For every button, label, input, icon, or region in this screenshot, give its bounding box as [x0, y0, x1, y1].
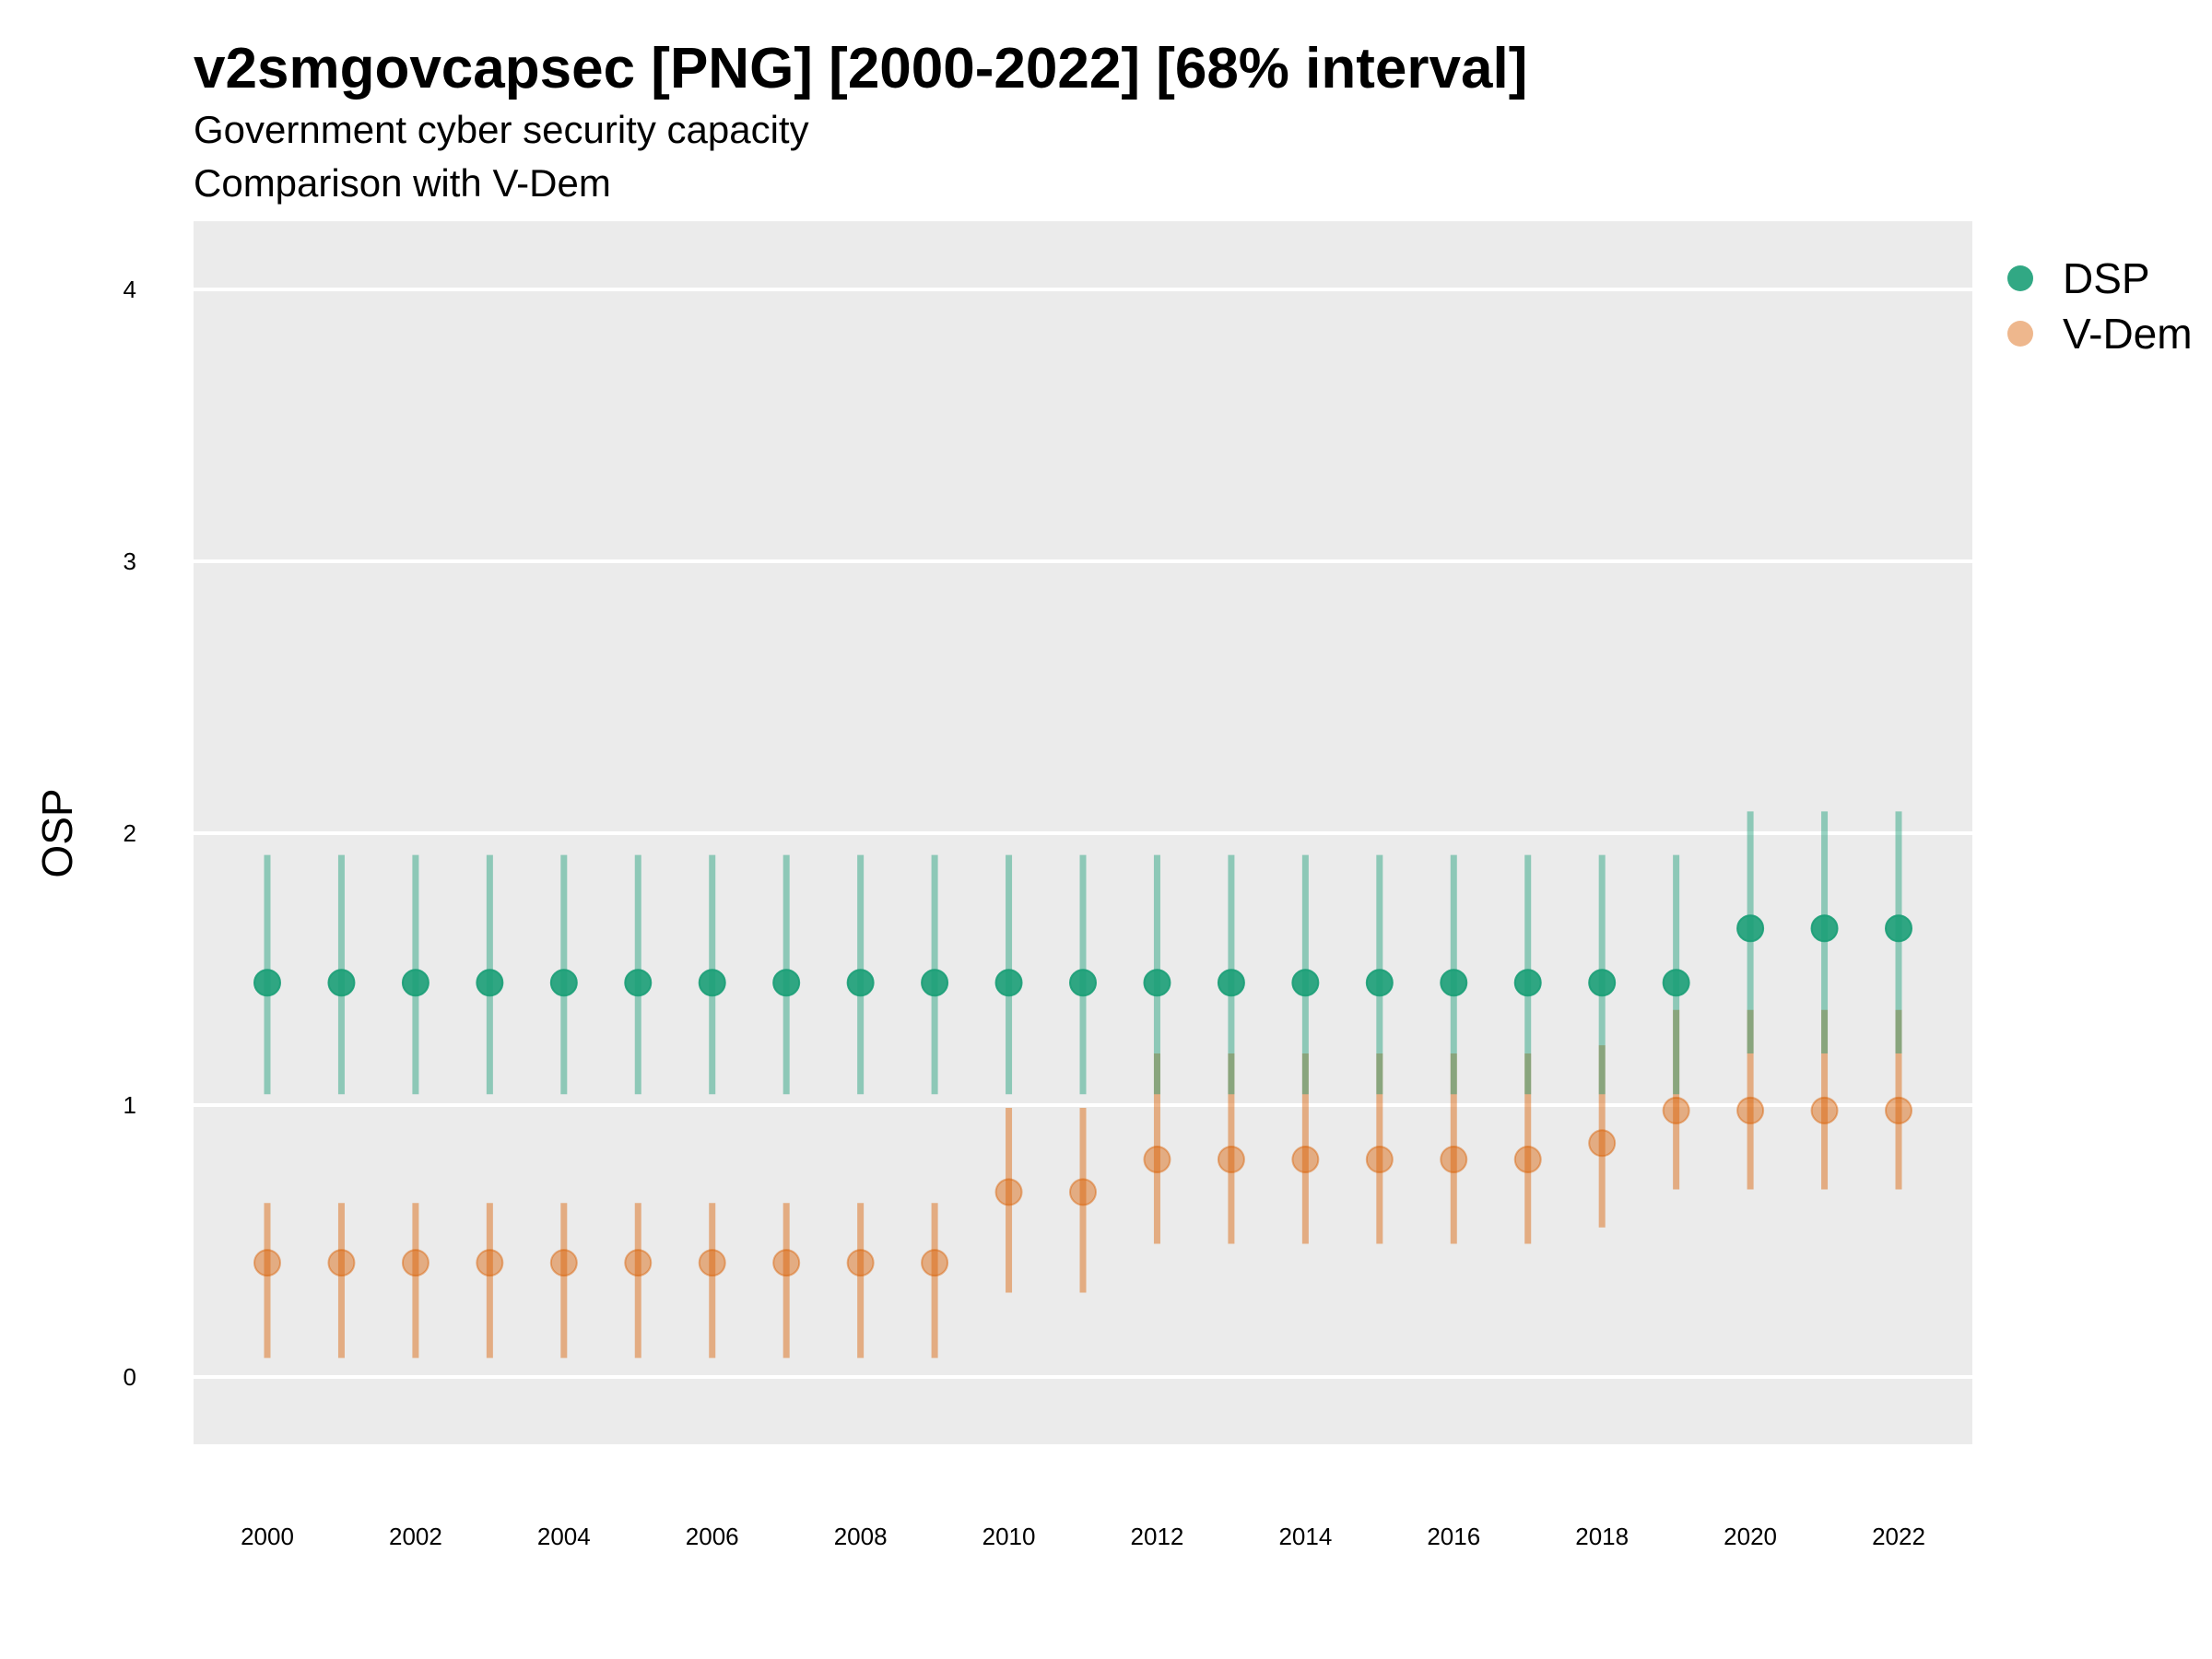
- grid-lines: [194, 288, 1972, 1379]
- point-vdem-2022: [1885, 1096, 1912, 1124]
- x-tick-label-2010: 2010: [982, 1523, 1036, 1550]
- point-dsp-2022: [1885, 914, 1912, 943]
- y-tick-label-4: 4: [124, 276, 136, 303]
- point-vdem-2021: [1810, 1096, 1839, 1124]
- point-dsp-2006: [698, 969, 726, 997]
- x-tick-label-2016: 2016: [1427, 1523, 1480, 1550]
- point-dsp-2000: [253, 969, 281, 997]
- point-dsp-2001: [327, 969, 356, 997]
- y-axis-ticks: 0 1 2 3 4: [124, 276, 136, 1391]
- point-dsp-2017: [1513, 969, 1542, 997]
- point-dsp-2007: [772, 969, 801, 997]
- point-vdem-2000: [253, 1249, 281, 1277]
- x-tick-label-2008: 2008: [834, 1523, 888, 1550]
- point-dsp-2010: [994, 969, 1023, 997]
- point-vdem-2016: [1440, 1146, 1468, 1173]
- point-dsp-2011: [1069, 969, 1097, 997]
- point-vdem-2017: [1513, 1146, 1542, 1173]
- series-layer: [253, 811, 1912, 1359]
- y-axis-label: OSP: [33, 788, 81, 877]
- y-tick-label-2: 2: [124, 819, 136, 847]
- x-tick-label-2004: 2004: [537, 1523, 591, 1550]
- x-tick-label-2022: 2022: [1872, 1523, 1925, 1550]
- legend-label-vdem: V-Dem: [2063, 310, 2193, 358]
- x-tick-label-2012: 2012: [1131, 1523, 1184, 1550]
- series-dsp: [253, 811, 1912, 1095]
- y-tick-label-3: 3: [124, 547, 136, 575]
- point-dsp-2019: [1662, 969, 1690, 997]
- point-vdem-2001: [327, 1249, 356, 1277]
- point-vdem-2018: [1588, 1129, 1617, 1158]
- point-dsp-2021: [1810, 914, 1839, 943]
- point-vdem-2004: [549, 1249, 578, 1277]
- point-dsp-2005: [624, 969, 653, 997]
- point-vdem-2019: [1662, 1096, 1690, 1124]
- point-dsp-2012: [1143, 969, 1171, 997]
- x-tick-label-2014: 2014: [1278, 1523, 1332, 1550]
- y-tick-label-1: 1: [124, 1091, 136, 1119]
- x-axis-ticks: 2000 2002 2004 2006 2008 2010 2012 2014 2016 2018…: [241, 1523, 1925, 1550]
- point-dsp-2018: [1588, 969, 1617, 997]
- x-tick-label-2000: 2000: [241, 1523, 294, 1550]
- point-dsp-2016: [1440, 969, 1468, 997]
- point-vdem-2010: [994, 1178, 1023, 1206]
- point-vdem-2003: [476, 1249, 504, 1277]
- point-dsp-2008: [846, 969, 875, 997]
- point-vdem-2008: [846, 1249, 875, 1277]
- x-tick-label-2020: 2020: [1724, 1523, 1777, 1550]
- chart-subtitle: Government cyber security capacity: [194, 108, 809, 151]
- x-tick-label-2018: 2018: [1575, 1523, 1629, 1550]
- point-vdem-2009: [921, 1249, 949, 1277]
- point-dsp-2003: [476, 969, 504, 997]
- chart-subtitle-2: Comparison with V-Dem: [194, 161, 611, 205]
- chart-title: v2smgovcapsec [PNG] [2000-2022] [68% int…: [194, 37, 1527, 100]
- point-dsp-2009: [921, 969, 949, 997]
- x-tick-label-2006: 2006: [686, 1523, 739, 1550]
- legend-marker-dsp: [2007, 265, 2033, 291]
- legend-label-dsp: DSP: [2063, 254, 2150, 302]
- point-dsp-2004: [549, 969, 578, 997]
- point-dsp-2014: [1291, 969, 1320, 997]
- point-vdem-2006: [698, 1249, 726, 1277]
- y-tick-label-0: 0: [124, 1363, 136, 1391]
- point-dsp-2020: [1736, 914, 1765, 943]
- point-vdem-2020: [1736, 1096, 1765, 1124]
- point-vdem-2012: [1143, 1146, 1171, 1173]
- point-dsp-2015: [1365, 969, 1394, 997]
- point-vdem-2002: [401, 1249, 429, 1277]
- x-tick-label-2002: 2002: [389, 1523, 442, 1550]
- point-vdem-2011: [1069, 1178, 1097, 1206]
- point-vdem-2005: [624, 1249, 653, 1277]
- point-vdem-2015: [1365, 1146, 1394, 1173]
- legend-marker-vdem: [2007, 321, 2033, 347]
- point-dsp-2013: [1217, 969, 1245, 997]
- point-vdem-2007: [772, 1249, 801, 1277]
- legend: DSP V-Dem: [2007, 254, 2193, 358]
- point-vdem-2013: [1217, 1146, 1245, 1173]
- point-vdem-2014: [1291, 1146, 1320, 1173]
- point-dsp-2002: [401, 969, 429, 997]
- series-vdem: [253, 1009, 1912, 1359]
